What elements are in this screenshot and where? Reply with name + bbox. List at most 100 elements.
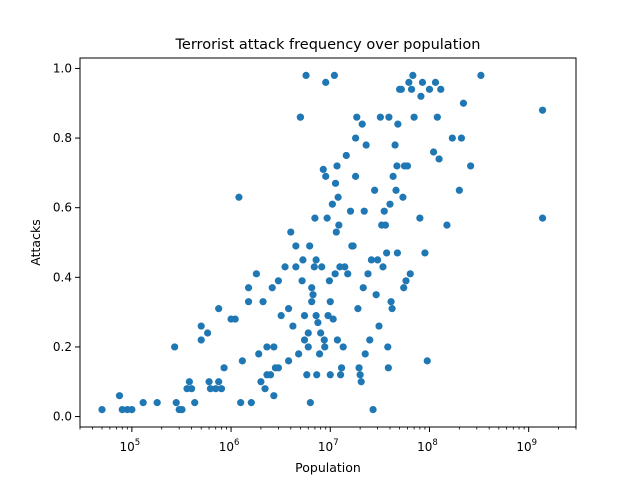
data-point-74 — [312, 312, 320, 320]
data-point-112 — [353, 113, 361, 121]
data-point-79 — [318, 263, 326, 271]
data-point-80 — [319, 165, 327, 173]
data-point-84 — [322, 78, 330, 86]
data-point-86 — [324, 312, 332, 320]
data-point-105 — [342, 151, 350, 160]
data-point-57 — [296, 113, 305, 121]
data-point-159 — [410, 113, 418, 121]
data-point-23 — [217, 385, 226, 393]
x-tick-label: 106 — [219, 438, 240, 454]
data-point-60 — [300, 312, 309, 320]
data-point-177 — [477, 71, 485, 80]
data-point-126 — [371, 186, 379, 194]
data-point-142 — [389, 172, 397, 180]
data-point-71 — [310, 263, 318, 271]
data-point-139 — [386, 200, 394, 208]
data-point-172 — [448, 134, 456, 142]
x-axis-label: Population — [295, 460, 361, 475]
data-point-178 — [538, 106, 547, 114]
data-point-160 — [416, 214, 424, 222]
data-point-114 — [355, 364, 363, 372]
data-point-90 — [328, 200, 336, 208]
data-point-85 — [323, 214, 331, 222]
data-point-141 — [388, 305, 396, 313]
data-point-94 — [331, 179, 340, 187]
data-point-145 — [393, 162, 401, 170]
data-point-118 — [359, 284, 367, 292]
data-point-116 — [357, 378, 365, 386]
data-point-36 — [259, 298, 267, 306]
x-axis-ticks: 105 106 107 108 109 — [79, 427, 577, 454]
data-point-27 — [235, 193, 243, 201]
data-point-17 — [204, 329, 212, 337]
data-point-125 — [369, 405, 377, 414]
data-point-107 — [346, 207, 355, 215]
data-point-83 — [322, 172, 330, 180]
data-point-54 — [292, 263, 300, 271]
data-point-66 — [306, 242, 314, 250]
data-point-164 — [423, 357, 431, 365]
data-point-127 — [372, 291, 380, 299]
data-point-21 — [215, 378, 223, 386]
data-point-32 — [247, 399, 255, 407]
data-point-132 — [379, 263, 387, 271]
data-point-42 — [270, 343, 278, 351]
data-point-113 — [354, 305, 362, 313]
data-point-61 — [300, 336, 309, 344]
y-axis-ticks: 0.0 0.2 0.4 0.6 0.8 1.0 — [53, 61, 80, 424]
data-point-45 — [274, 277, 282, 285]
data-point-48 — [281, 263, 289, 271]
data-point-39 — [263, 343, 271, 351]
data-point-30 — [244, 284, 253, 292]
y-axis-label: Attacks — [28, 219, 43, 265]
data-point-171 — [443, 221, 451, 229]
data-point-165 — [425, 85, 434, 93]
chart-title: Terrorist attack frequency over populati… — [175, 37, 481, 53]
data-point-8 — [172, 399, 180, 407]
data-point-50 — [284, 357, 293, 365]
data-point-115 — [356, 371, 364, 379]
data-point-168 — [433, 113, 441, 121]
data-point-49 — [284, 305, 293, 313]
x-tick-label: 108 — [417, 438, 438, 454]
data-point-97 — [333, 336, 341, 344]
data-point-173 — [455, 186, 463, 194]
data-point-103 — [339, 343, 347, 351]
data-point-137 — [384, 364, 392, 372]
data-point-140 — [387, 298, 395, 306]
data-point-18 — [205, 378, 213, 386]
data-point-53 — [292, 242, 300, 250]
data-point-96 — [333, 162, 341, 170]
data-point-0 — [98, 405, 106, 414]
data-point-135 — [383, 249, 391, 257]
data-point-13 — [187, 385, 196, 393]
data-point-154 — [403, 162, 412, 170]
data-point-35 — [257, 378, 265, 386]
data-point-52 — [289, 322, 297, 330]
data-point-149 — [397, 85, 405, 93]
data-point-70 — [309, 291, 317, 299]
data-point-6 — [153, 399, 161, 407]
data-point-117 — [358, 120, 366, 128]
data-point-51 — [287, 228, 295, 236]
data-points — [98, 71, 547, 414]
data-point-64 — [304, 329, 312, 337]
data-point-58 — [298, 277, 306, 285]
data-point-12 — [185, 378, 193, 386]
data-point-91 — [329, 315, 337, 323]
data-point-101 — [336, 371, 345, 379]
data-point-122 — [364, 270, 372, 278]
data-point-170 — [437, 85, 445, 93]
data-point-136 — [384, 343, 392, 351]
data-point-146 — [393, 249, 401, 257]
data-point-166 — [429, 148, 438, 156]
data-point-158 — [409, 71, 417, 80]
data-point-120 — [361, 350, 369, 358]
data-point-40 — [266, 371, 275, 379]
data-point-110 — [351, 172, 360, 180]
y-tick-label: 0.2 — [53, 340, 72, 354]
data-point-34 — [255, 350, 263, 358]
data-point-147 — [394, 120, 402, 128]
data-point-1 — [115, 392, 124, 400]
